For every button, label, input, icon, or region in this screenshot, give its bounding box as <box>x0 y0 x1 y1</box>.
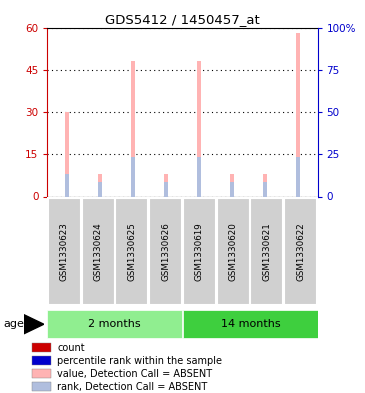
Bar <box>98 174 102 196</box>
Bar <box>284 198 317 305</box>
Bar <box>131 157 135 196</box>
Bar <box>32 356 50 365</box>
Bar <box>149 198 182 305</box>
Bar <box>32 369 50 378</box>
Bar <box>81 198 115 305</box>
Text: value, Detection Call = ABSENT: value, Detection Call = ABSENT <box>57 369 212 379</box>
Text: age: age <box>4 319 24 329</box>
Bar <box>47 310 182 338</box>
Text: GSM1330626: GSM1330626 <box>161 222 170 281</box>
Bar <box>131 61 135 196</box>
Bar <box>216 198 250 305</box>
Bar <box>296 157 300 196</box>
Bar <box>230 182 234 196</box>
Bar <box>164 182 168 196</box>
Bar <box>48 198 81 305</box>
Bar <box>65 174 69 196</box>
Bar <box>296 33 300 196</box>
Bar <box>32 343 50 353</box>
Bar <box>250 198 284 305</box>
Bar <box>197 157 201 196</box>
Bar <box>98 182 102 196</box>
Text: GSM1330620: GSM1330620 <box>228 222 238 281</box>
Bar <box>183 198 216 305</box>
Bar <box>164 174 168 196</box>
Text: count: count <box>57 343 85 353</box>
Text: percentile rank within the sample: percentile rank within the sample <box>57 356 222 366</box>
Polygon shape <box>24 314 44 334</box>
Text: 14 months: 14 months <box>220 319 280 329</box>
Text: GSM1330623: GSM1330623 <box>60 222 69 281</box>
Bar <box>115 198 149 305</box>
Bar <box>32 382 50 391</box>
Bar <box>263 182 267 196</box>
Text: GSM1330624: GSM1330624 <box>93 222 103 281</box>
Bar <box>263 174 267 196</box>
Bar <box>183 310 318 338</box>
Text: GSM1330621: GSM1330621 <box>262 222 272 281</box>
Text: 2 months: 2 months <box>88 319 141 329</box>
Text: GSM1330619: GSM1330619 <box>195 222 204 281</box>
Bar <box>197 61 201 196</box>
Title: GDS5412 / 1450457_at: GDS5412 / 1450457_at <box>105 13 260 26</box>
Text: GSM1330622: GSM1330622 <box>296 222 305 281</box>
Text: GSM1330625: GSM1330625 <box>127 222 137 281</box>
Text: rank, Detection Call = ABSENT: rank, Detection Call = ABSENT <box>57 382 207 391</box>
Bar <box>65 112 69 196</box>
Bar <box>230 174 234 196</box>
